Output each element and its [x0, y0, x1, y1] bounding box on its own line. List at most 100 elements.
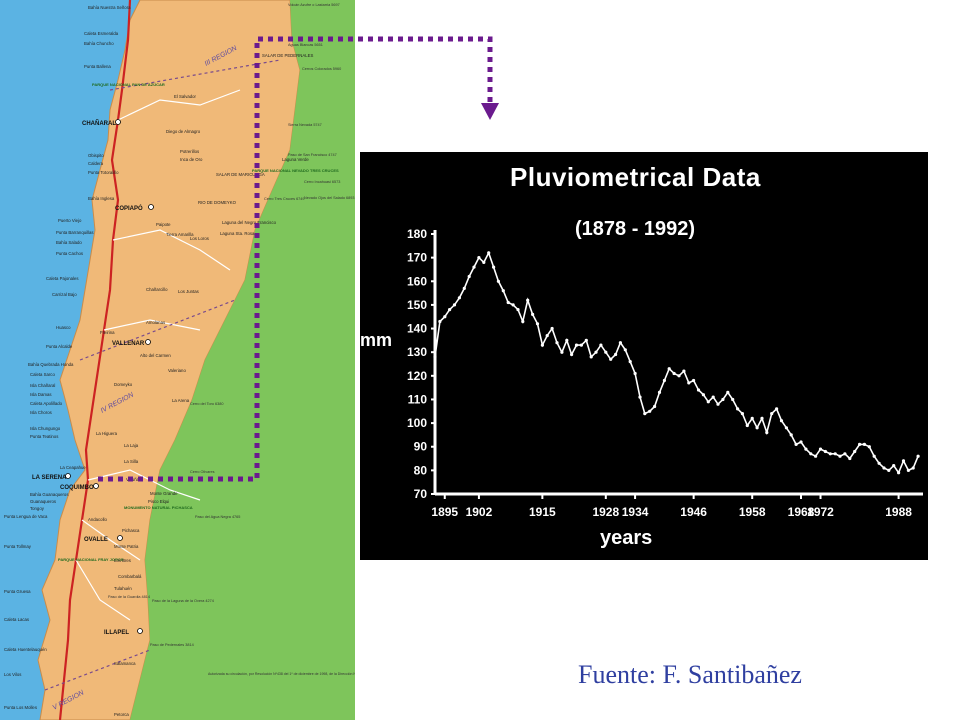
- map-label-park: MONUMENTO NATURAL PICHASCA: [124, 505, 193, 510]
- map-label-peak: Aguas Blancas 5651: [288, 43, 323, 47]
- y-tick-label: 80: [414, 463, 428, 477]
- rainfall-point: [501, 289, 505, 293]
- rainfall-point: [809, 452, 813, 456]
- y-tick-label: 70: [414, 487, 428, 501]
- chart-marks: [433, 250, 920, 475]
- rainfall-point: [579, 343, 583, 347]
- map-label-peak: Nevado Ojos del Salado 6893: [304, 196, 354, 200]
- map-label-small: Amolanas: [146, 320, 165, 325]
- map-label-city: ILLAPEL: [104, 630, 129, 636]
- map-label-small: La Laja: [124, 443, 139, 448]
- rainfall-point: [535, 322, 540, 326]
- rainfall-point: [511, 303, 515, 307]
- map-label-small: Obispito: [88, 153, 104, 158]
- rainfall-point: [648, 409, 652, 413]
- rainfall-point: [740, 412, 744, 416]
- map-label-small: Caleta Apolillado: [30, 401, 63, 406]
- rainfall-point: [677, 374, 681, 378]
- map-label-small: La Silla: [124, 459, 139, 464]
- rainfall-point: [657, 390, 662, 394]
- rainfall-point: [906, 468, 911, 472]
- rainfall-point: [565, 338, 569, 342]
- rainfall-point: [872, 454, 876, 458]
- rainfall-point: [760, 416, 764, 420]
- pluviometric-chart: 180 170 160 150 140 130 120 110 100 90 80 70 1895 190…: [360, 152, 928, 560]
- rainfall-point: [711, 395, 715, 399]
- rainfall-point: [584, 338, 588, 342]
- map-label-small: Bahía Nuestra Señora: [88, 5, 131, 10]
- y-tick-label: 110: [408, 392, 428, 406]
- rainfall-point: [452, 303, 457, 307]
- rainfall-point: [467, 274, 471, 279]
- source-credit: Fuente: F. Santibañez: [578, 660, 802, 689]
- map-label-small: Bahía Salado: [56, 240, 82, 245]
- y-tick-label: 140: [407, 322, 427, 336]
- rainfall-point: [472, 265, 476, 269]
- rainfall-point: [457, 296, 461, 300]
- map-label-small: Petorca: [114, 712, 129, 717]
- map-label-peak: Paso de San Francisco 4747: [288, 153, 337, 157]
- rainfall-point: [477, 256, 481, 260]
- rainfall-point: [858, 442, 862, 446]
- map-label-small: Punta Los Molles: [4, 705, 37, 710]
- rainfall-point: [570, 352, 574, 357]
- map-label-small: Laguna Verde: [282, 157, 309, 162]
- map-label-small: Los Vilos: [4, 672, 21, 677]
- map-label-small: Domeyko: [114, 382, 133, 387]
- map-label-small: Punta Tollmay: [4, 544, 32, 549]
- map-label-note: Autorizada su circulación, por Resolució…: [208, 672, 355, 676]
- map-label-small: Punta Ballena: [84, 64, 111, 69]
- rainfall-point: [784, 426, 788, 430]
- rainfall-point: [521, 319, 525, 324]
- regional-map: Bahía Nuestra Señora Caleta Esmeralda Bahí…: [0, 0, 355, 720]
- map-label-peak: Paso de la Laguna de la Overa 4274: [152, 599, 214, 603]
- rainfall-point: [482, 260, 486, 264]
- rainfall-point: [848, 456, 852, 461]
- map-label-small: Punta Cachos: [56, 251, 83, 256]
- map-label-peak: Cerro Tres Cruces 6749: [264, 197, 305, 201]
- map-label-city: COPIAPÓ: [115, 204, 143, 212]
- rainfall-point: [492, 265, 496, 269]
- map-label-small: Laguna del Negro Francisco: [222, 220, 277, 225]
- map-label-city: VALLENAR: [112, 341, 145, 347]
- rainfall-point: [770, 412, 774, 416]
- rainfall-point: [799, 440, 803, 444]
- rainfall-point: [438, 319, 442, 324]
- map-label-city: CHAÑARAL: [82, 120, 116, 127]
- map-label-city: LA SERENA: [32, 475, 67, 481]
- map-label-small: Punta Gruesa: [4, 589, 31, 594]
- map-label-small: Punta Lengua de Vaca: [4, 514, 48, 519]
- map-label-small: La Ceapahue: [60, 465, 86, 470]
- map-label-small: Bahía Inglesa: [88, 196, 115, 201]
- rainfall-point: [643, 412, 647, 416]
- city-marker-icon: [117, 535, 123, 541]
- rainfall-point: [594, 350, 598, 354]
- map-label-peak: Paso de Pedernales 3814: [150, 643, 194, 647]
- rainfall-point: [775, 407, 779, 411]
- map-label-small: Los Loros: [190, 236, 209, 241]
- map-label-small: RIO DE DOMEYKO: [198, 200, 237, 205]
- x-tick-label: 1958: [739, 505, 766, 519]
- map-label-small: Guanaqueros: [30, 499, 56, 504]
- map-label-small: Caleta Lacas: [4, 617, 29, 622]
- rainfall-point: [901, 459, 906, 463]
- rainfall-point: [804, 447, 808, 451]
- rainfall-point: [623, 348, 627, 352]
- chart-axes: [431, 230, 923, 499]
- map-label-small: Puerto Viejo: [58, 218, 82, 223]
- y-tick-label: 150: [407, 298, 427, 312]
- x-tick-label: 1902: [466, 505, 493, 519]
- rainfall-point: [862, 442, 866, 446]
- map-label-small: Punta Alcalde: [46, 344, 73, 349]
- rainfall-point: [892, 464, 896, 468]
- rainfall-point: [638, 395, 642, 399]
- map-label-small: Tongoy: [30, 506, 45, 511]
- rainfall-point: [653, 404, 657, 409]
- map-label-small: Huasco: [56, 325, 71, 330]
- map-label-small: Pichasca: [122, 528, 140, 533]
- city-marker-icon: [148, 204, 154, 210]
- city-marker-icon: [137, 628, 143, 634]
- rainfall-point: [589, 355, 593, 359]
